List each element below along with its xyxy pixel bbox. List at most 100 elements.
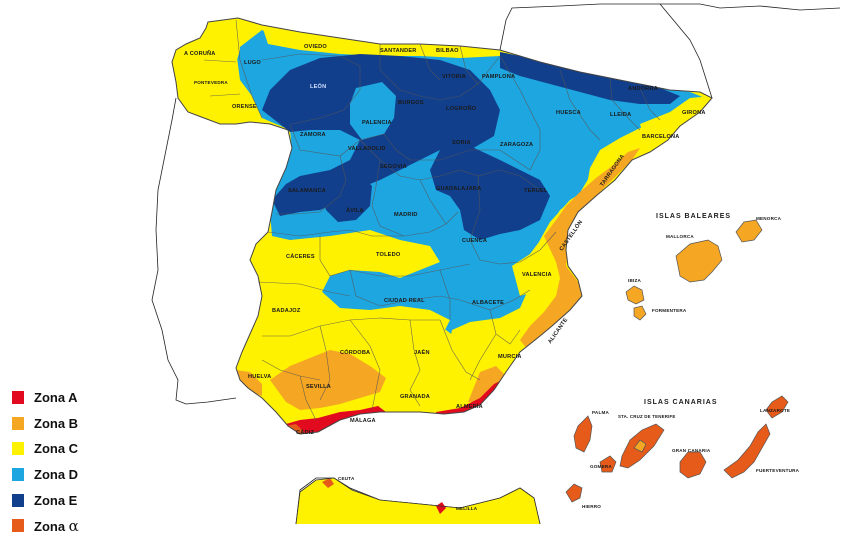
label-madrid: MADRID (394, 212, 418, 218)
mallorca-island (675, 239, 723, 283)
legend-label-zona-e: Zona E (34, 492, 78, 508)
label-ibiza: IBIZA (628, 278, 641, 283)
hierro-island (565, 483, 583, 503)
label-andorra: ANDORRA (628, 86, 658, 92)
label-murcia: MURCIA (498, 354, 522, 360)
label-valencia: VALENCIA (522, 272, 552, 278)
legend-swatch-zona-alpha (12, 519, 24, 533)
label-zaragoza: ZARAGOZA (500, 142, 533, 148)
legend-item-zona-e: Zona E (12, 487, 132, 513)
tenerife-teide-zone-b (633, 439, 647, 453)
label-huelva: HUELVA (248, 374, 271, 380)
label-zamora: ZAMORA (300, 132, 326, 138)
province-borders (203, 19, 661, 421)
menorca-island (735, 219, 763, 243)
label-salamanca: SALAMANCA (288, 188, 326, 194)
zone-c-catalonia-coast (640, 96, 712, 150)
label-palencia: PALENCIA (362, 120, 392, 126)
label-vitoria: VITORIA (442, 74, 466, 80)
legend-swatch-zona-d (12, 468, 24, 482)
label-gomera: GOMERA (590, 464, 612, 469)
label-valladolid: VALLADOLID (348, 146, 386, 152)
zone-b-murcia-coast (468, 366, 506, 402)
label-gran-canaria: GRAN CANARIA (672, 448, 711, 453)
canary-islands (565, 395, 789, 503)
label-tenerife: STA. CRUZ DE TENERIFE (618, 414, 676, 419)
spain-mainland (171, 17, 713, 435)
label-mallorca: MALLORCA (666, 234, 694, 239)
fuerteventura-island (723, 423, 771, 479)
zone-c-valencia-coast (512, 132, 656, 296)
legend-item-zona-alpha: Zona α (12, 513, 132, 539)
label-pamplona: PAMPLONA (482, 74, 515, 80)
balearic-islands (625, 219, 763, 321)
legend-label-zona-c: Zona C (34, 441, 79, 457)
legend-item-zona-d: Zona D (12, 462, 132, 488)
legend: Zona A Zona B Zona C Zona D Zona E Zona … (12, 385, 132, 539)
zone-c-galicia (172, 18, 252, 126)
label-oviedo: OVIEDO (304, 44, 327, 50)
label-albacete: ALBACETE (472, 300, 504, 306)
legend-label-zona-d: Zona D (34, 467, 79, 483)
france-outline (499, 3, 841, 51)
france-outline-inner (659, 3, 713, 99)
legend-item-zona-a: Zona A (12, 385, 132, 411)
label-pontevedra: PONTEVEDRA (194, 80, 228, 85)
label-bilbao: BILBAO (436, 48, 459, 54)
africa-coast-outline (295, 477, 541, 525)
label-formentera: FORMENTERA (652, 308, 687, 313)
label-fuerteventura: FUERTEVENTURA (756, 468, 800, 473)
zone-b-huelva-coast (236, 370, 262, 396)
label-islas-baleares: ISLAS BALEARES (656, 213, 731, 220)
label-palma: PALMA (592, 410, 609, 415)
legend-label-zona-b: Zona B (34, 415, 79, 431)
label-ciudad-real: CIUDAD REAL (384, 298, 425, 304)
label-cordoba: CÓRDOBA (340, 348, 370, 356)
label-cuenca: CUENCA (462, 238, 487, 244)
label-melilla: MELILLA (456, 506, 478, 511)
legend-swatch-zona-e (12, 493, 24, 507)
label-badajoz: BADAJOZ (272, 308, 301, 314)
lanzarote-island (765, 395, 789, 419)
legend-item-zona-c: Zona C (12, 436, 132, 462)
legend-swatch-zona-b (12, 416, 24, 430)
portugal-outline (151, 97, 237, 405)
label-avila: ÁVILA (346, 207, 364, 214)
ceuta-melilla (295, 477, 541, 525)
ibiza-island (625, 285, 645, 305)
melilla-zone-a (436, 502, 446, 514)
legend-swatch-zona-c (12, 442, 24, 456)
label-soria: SORIA (452, 140, 471, 146)
zone-e-iberian-system (430, 146, 550, 240)
label-malaga: MÁLAGA (350, 417, 376, 424)
label-guadalajara: GUADALAJARA (436, 186, 481, 192)
ceuta-zone-c (296, 478, 540, 524)
label-caceres: CÁCERES (286, 253, 315, 260)
gomera-island (599, 455, 617, 473)
label-segovia: SEGOVIA (380, 164, 407, 170)
formentera-island (633, 305, 647, 321)
label-a-coruna: A CORUÑA (184, 50, 216, 57)
zone-b-guadalquivir (270, 350, 386, 410)
zone-b-east-coast (520, 148, 640, 350)
legend-item-zona-b: Zona B (12, 411, 132, 437)
label-leon: LEÓN (310, 82, 326, 90)
label-teruel: TERUEL (524, 188, 548, 194)
zone-e-pyrenees (500, 52, 680, 104)
mainland-outline (171, 17, 713, 435)
label-menorca: MENORCA (756, 216, 782, 221)
label-burgos: BURGOS (398, 100, 424, 106)
label-hierro: HIERRO (582, 504, 601, 509)
la-palma-island (573, 415, 593, 453)
zone-d-palencia (350, 82, 396, 140)
gran-canaria-island (679, 451, 707, 479)
ceuta-zone-alpha (322, 478, 334, 488)
legend-label-zona-a: Zona A (34, 390, 78, 406)
zone-c-extremadura-castilla (250, 230, 440, 330)
label-lleida: LLEIDA (610, 112, 631, 118)
label-islas-canarias: ISLAS CANARIAS (644, 399, 718, 406)
zone-a-almeria-coast (436, 380, 502, 420)
label-girona: GIRONA (682, 110, 706, 116)
label-granada: GRANADA (400, 394, 430, 400)
